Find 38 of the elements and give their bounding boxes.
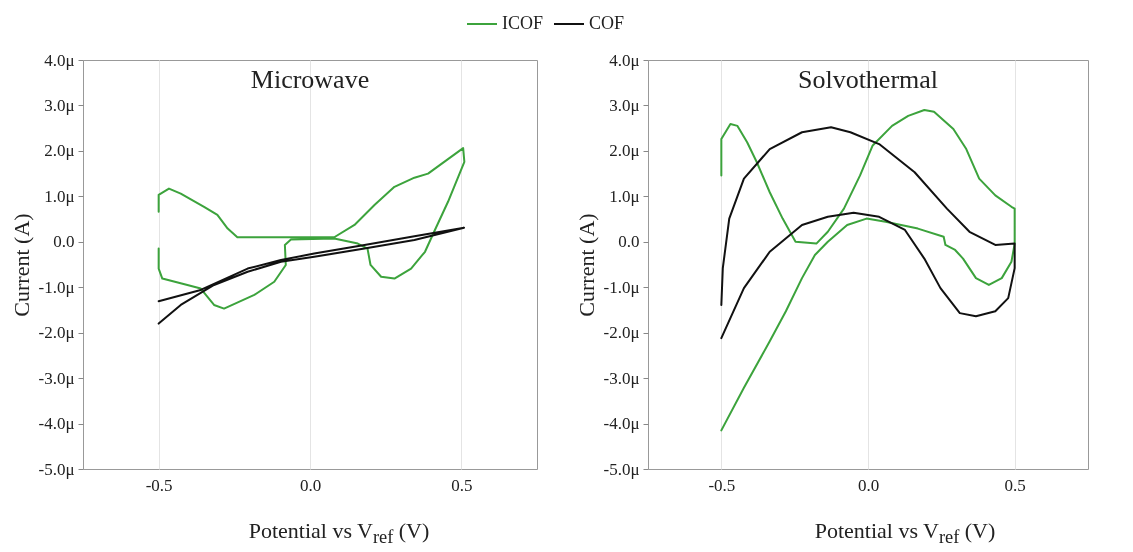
y-tick-label: -4.0μ bbox=[603, 414, 640, 434]
y-tick-label: 3.0μ bbox=[609, 95, 640, 115]
y-tick-label: -3.0μ bbox=[603, 368, 640, 388]
line-series bbox=[720, 108, 1016, 432]
y-tick-label: 1.0μ bbox=[609, 186, 640, 206]
y-tick-label: -5.0μ bbox=[603, 459, 640, 479]
legend-label: ICOF bbox=[502, 13, 544, 33]
x-tick-label: 0.5 bbox=[1004, 475, 1026, 495]
chart-title: Solvothermal bbox=[797, 65, 939, 94]
y-tick-label: -1.0μ bbox=[38, 277, 75, 297]
y-tick-label: 0.0 bbox=[618, 232, 640, 252]
line-series bbox=[157, 147, 466, 310]
y-tick-label: 2.0μ bbox=[609, 141, 640, 161]
y-axis-title: Current (A) bbox=[574, 213, 600, 317]
x-tick-label: 0.0 bbox=[299, 475, 322, 495]
y-tick-label: -2.0μ bbox=[603, 323, 640, 343]
x-tick-label: -0.5 bbox=[145, 475, 173, 495]
chart-title: Microwave bbox=[250, 65, 370, 94]
x-tick-label: 0.5 bbox=[451, 475, 473, 495]
y-tick-label: 4.0μ bbox=[609, 50, 640, 70]
line-series bbox=[157, 226, 466, 325]
y-tick-label: 2.0μ bbox=[44, 141, 75, 161]
y-axis-title: Current (A) bbox=[9, 213, 35, 317]
y-tick-label: 1.0μ bbox=[44, 186, 75, 206]
y-tick-label: -2.0μ bbox=[38, 323, 75, 343]
line-series bbox=[720, 126, 1016, 340]
y-tick-label: -3.0μ bbox=[38, 368, 75, 388]
y-tick-label: -5.0μ bbox=[38, 459, 75, 479]
y-tick-label: 0.0 bbox=[53, 232, 75, 252]
x-tick-label: -0.5 bbox=[708, 475, 736, 495]
x-axis-title: Potential vs V$_{ref}$ (V) bbox=[248, 518, 430, 549]
y-tick-label: -1.0μ bbox=[603, 277, 640, 297]
y-tick-label: -4.0μ bbox=[38, 414, 75, 434]
y-tick-label: 4.0μ bbox=[44, 50, 75, 70]
x-axis-title: Potential vs V$_{ref}$ (V) bbox=[814, 518, 996, 549]
y-tick-label: 3.0μ bbox=[44, 95, 75, 115]
legend-label: COF bbox=[589, 13, 625, 33]
x-tick-label: 0.0 bbox=[857, 475, 880, 495]
